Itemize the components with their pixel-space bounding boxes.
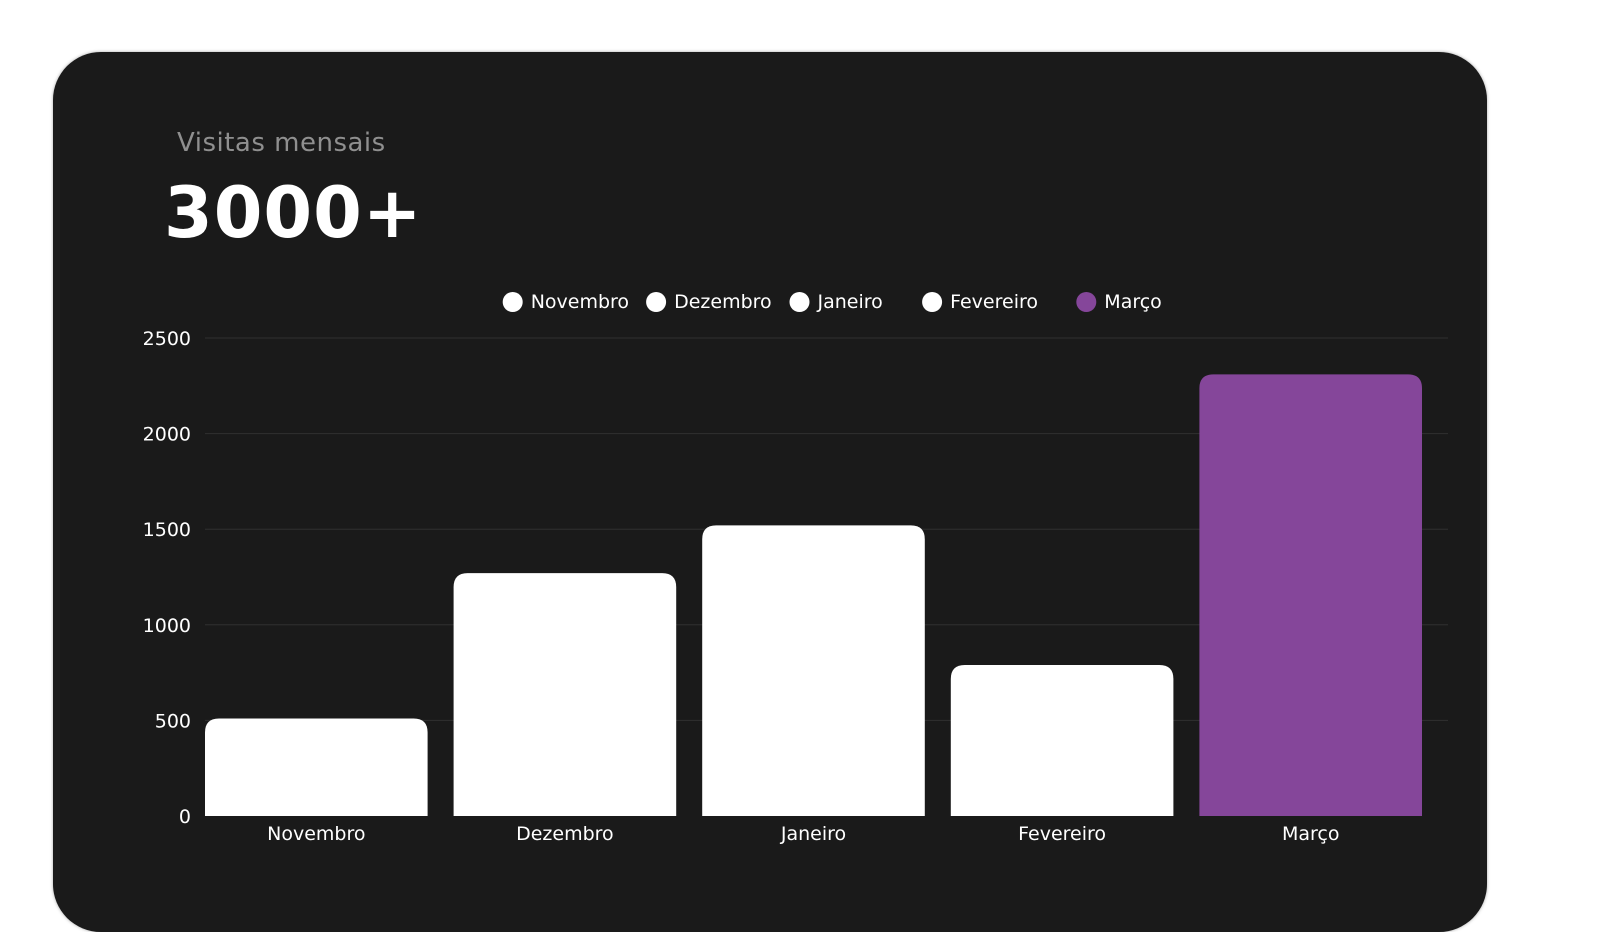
- legend-label: Dezembro: [674, 291, 772, 313]
- x-tick-label: Janeiro: [780, 823, 846, 845]
- legend-marker: [502, 292, 523, 312]
- y-tick-label: 1000: [143, 615, 191, 637]
- bar-março: [1199, 374, 1422, 816]
- y-tick-label: 2500: [143, 328, 191, 350]
- x-tick-label: Dezembro: [516, 823, 614, 845]
- legend-marker: [646, 292, 667, 312]
- legend-label: Fevereiro: [950, 291, 1038, 313]
- headline-metric: 3000+: [164, 172, 423, 254]
- chart-subtitle: Visitas mensais: [177, 128, 386, 158]
- y-tick-label: 500: [155, 710, 191, 732]
- legend-label: Março: [1104, 291, 1162, 313]
- legend-marker: [922, 292, 943, 312]
- bar-chart: 0 500 1000 1500 2000 2500 Novembro Dezembro Jane…: [143, 291, 1448, 845]
- legend-marker: [1076, 292, 1097, 312]
- legend-label: Janeiro: [817, 291, 883, 313]
- bar-dezembro: [453, 573, 677, 816]
- x-tick-label: Novembro: [267, 823, 365, 845]
- y-tick-label: 0: [179, 806, 191, 828]
- x-tick-label: Fevereiro: [1018, 823, 1106, 845]
- x-tick-label: Março: [1282, 823, 1340, 845]
- legend-marker: [789, 292, 810, 312]
- y-tick-label: 2000: [143, 424, 191, 446]
- y-tick-label: 1500: [143, 519, 191, 541]
- bar-janeiro: [702, 525, 925, 816]
- bar-novembro: [205, 718, 428, 816]
- bar-fevereiro: [950, 664, 1174, 816]
- legend-label: Novembro: [531, 291, 629, 313]
